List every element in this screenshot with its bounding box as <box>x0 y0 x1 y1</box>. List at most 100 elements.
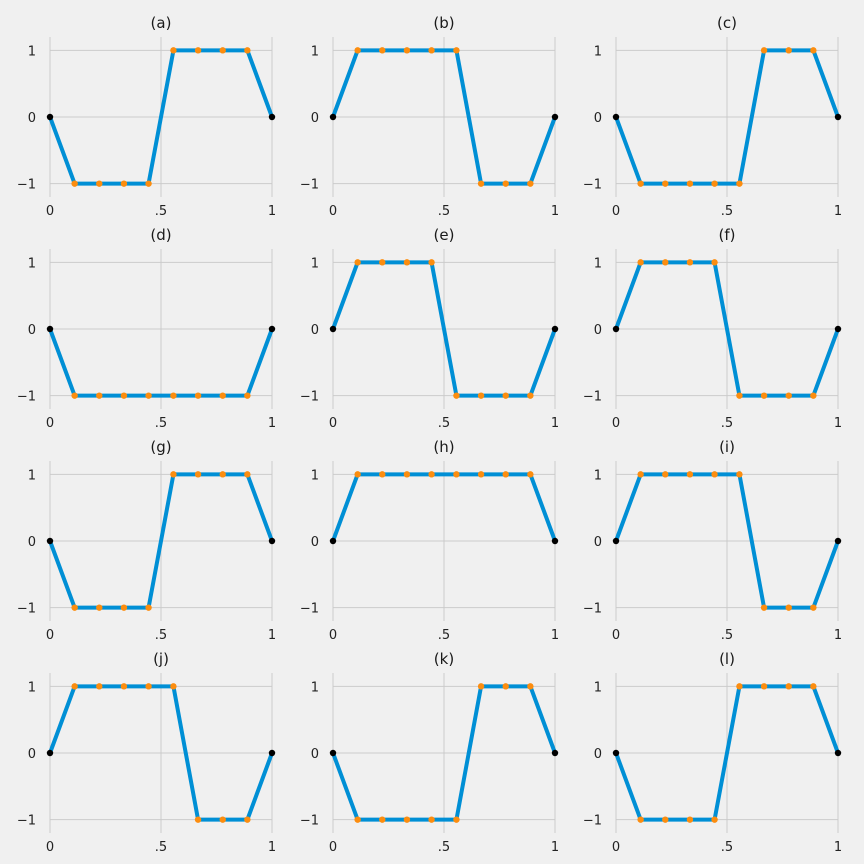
endpoint-marker <box>268 113 276 121</box>
data-point <box>760 683 768 690</box>
panel-title: (g) <box>150 438 171 456</box>
data-point <box>711 816 718 823</box>
data-point <box>711 259 718 266</box>
x-tick-label: 0 <box>612 628 620 643</box>
data-point <box>170 47 177 54</box>
y-tick-label: −1 <box>300 602 319 617</box>
data-point <box>760 604 768 611</box>
data-point <box>502 683 509 690</box>
y-tick-label: 1 <box>28 468 36 483</box>
data-point <box>428 47 435 54</box>
data-point <box>71 683 78 690</box>
y-tick-label: 0 <box>311 747 319 762</box>
x-tick-label: 0 <box>329 416 337 431</box>
data-point <box>785 47 792 54</box>
x-tick-label: 0 <box>46 840 54 855</box>
data-point <box>120 392 128 399</box>
data-point <box>785 604 792 611</box>
x-tick-label: .5 <box>438 628 450 643</box>
data-point <box>219 816 226 823</box>
y-tick-label: −1 <box>300 178 319 193</box>
y-tick-label: 0 <box>28 111 36 126</box>
data-point <box>662 180 669 187</box>
data-point <box>637 180 644 187</box>
endpoint-marker <box>329 325 337 333</box>
data-point <box>527 392 534 399</box>
data-point <box>71 392 78 399</box>
series-line <box>48 48 274 186</box>
y-tick-label: −1 <box>17 602 36 617</box>
series-line <box>48 328 274 398</box>
x-tick-label: 1 <box>834 628 842 643</box>
data-point <box>527 683 534 690</box>
data-point <box>145 683 152 690</box>
data-point <box>736 392 743 399</box>
data-point <box>354 816 361 823</box>
x-tick-label: 1 <box>551 628 559 643</box>
data-point <box>96 392 103 399</box>
series-line <box>331 684 557 822</box>
endpoint-marker <box>46 749 54 757</box>
series-line <box>614 472 840 610</box>
panel-title: (i) <box>719 438 735 456</box>
panel-title: (f) <box>719 226 736 244</box>
endpoint-marker <box>46 325 54 333</box>
data-point <box>686 180 694 187</box>
x-tick-label: 1 <box>268 416 276 431</box>
data-point <box>194 471 202 478</box>
x-tick-label: 0 <box>329 204 337 219</box>
panel-f: (f) 0 .5 1 −1 0 1 <box>583 226 842 431</box>
data-point <box>170 392 177 399</box>
x-tick-label: .5 <box>721 840 733 855</box>
endpoint-marker <box>329 113 337 121</box>
endpoint-marker <box>834 749 842 757</box>
data-point <box>477 683 485 690</box>
data-point <box>170 683 177 690</box>
panel-title: (a) <box>151 14 172 32</box>
data-point <box>686 259 694 266</box>
y-tick-label: 0 <box>311 323 319 338</box>
data-point <box>403 471 411 478</box>
data-point <box>428 471 435 478</box>
series-line <box>614 260 840 398</box>
data-point <box>379 816 386 823</box>
data-point <box>637 816 644 823</box>
x-tick-label: .5 <box>155 628 167 643</box>
y-tick-label: 1 <box>28 44 36 59</box>
endpoint-marker <box>46 113 54 121</box>
data-point <box>244 47 251 54</box>
x-tick-label: 1 <box>551 204 559 219</box>
y-tick-label: 1 <box>311 256 319 271</box>
x-tick-label: 1 <box>551 416 559 431</box>
data-point <box>453 47 460 54</box>
y-tick-label: −1 <box>583 390 602 405</box>
x-tick-label: 0 <box>46 416 54 431</box>
data-point <box>244 816 251 823</box>
data-point <box>194 816 202 823</box>
y-tick-label: 1 <box>311 468 319 483</box>
data-point <box>379 259 386 266</box>
data-point <box>96 180 103 187</box>
data-point <box>244 471 251 478</box>
x-tick-label: .5 <box>721 416 733 431</box>
x-tick-label: 0 <box>612 416 620 431</box>
data-point <box>785 392 792 399</box>
data-point <box>810 683 817 690</box>
panel-b: (b) 0 .5 1 −1 0 1 <box>300 14 559 219</box>
data-point <box>219 471 226 478</box>
endpoint-marker <box>834 537 842 545</box>
data-point <box>527 471 534 478</box>
endpoint-marker <box>46 537 54 545</box>
data-point <box>527 180 534 187</box>
endpoint-marker <box>834 325 842 333</box>
endpoint-marker <box>834 113 842 121</box>
series-line <box>48 684 274 822</box>
x-tick-label: 1 <box>834 416 842 431</box>
x-tick-label: .5 <box>155 840 167 855</box>
endpoint-marker <box>551 749 559 757</box>
data-point <box>145 392 152 399</box>
data-point <box>354 471 361 478</box>
data-point <box>760 392 768 399</box>
data-point <box>502 180 509 187</box>
